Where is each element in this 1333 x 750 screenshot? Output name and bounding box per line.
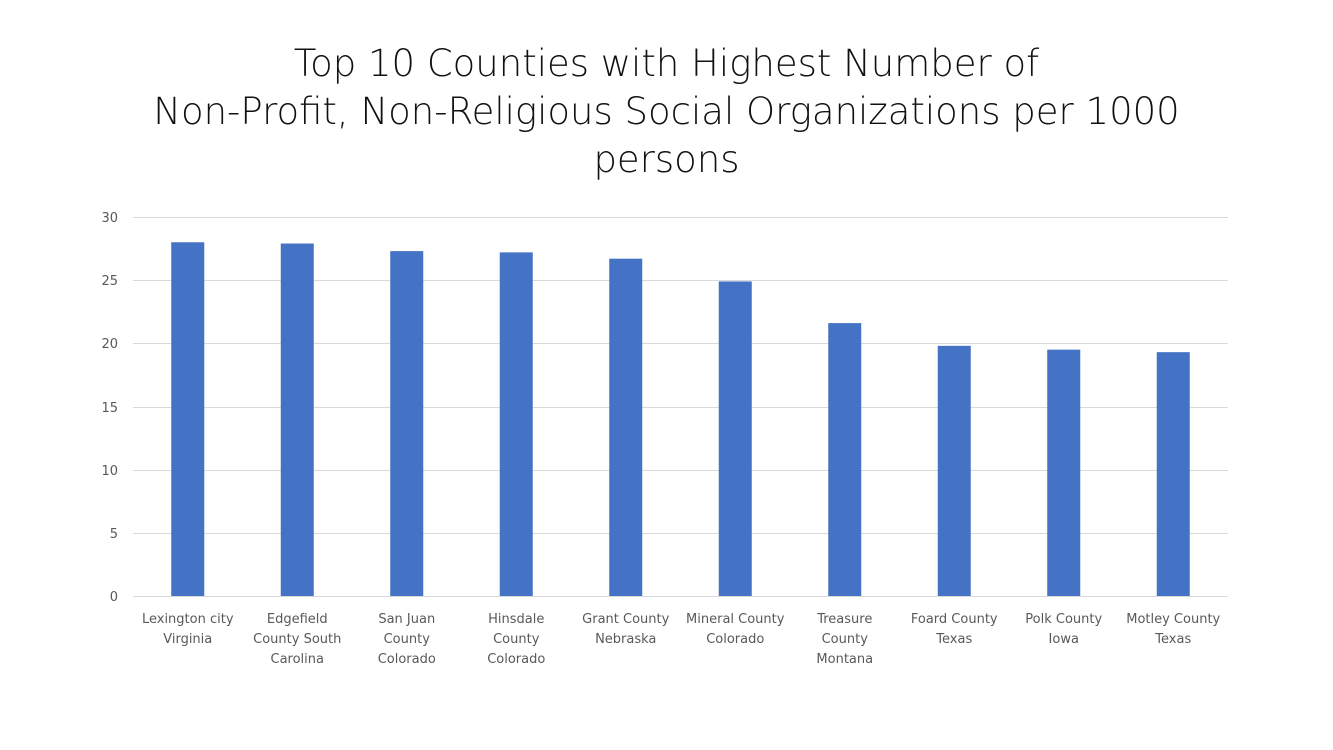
x-tick-label-line: County [493,632,540,647]
y-tick-label: 0 [110,590,118,605]
x-tick-label-line: Polk County [1025,612,1102,627]
y-tick-label: 20 [101,337,118,352]
bar [171,242,205,596]
x-tick-label-line: Colorado [706,632,764,647]
x-tick-label-line: Grant County [582,612,669,627]
x-tick-label-line: Nebraska [595,632,656,647]
bar [828,323,862,596]
x-tick-label-line: Mineral County [686,612,785,627]
x-tick-label-line: Iowa [1049,632,1079,647]
x-tick-label: Polk County Iowa [1025,612,1102,647]
x-tick-label-line: Hinsdale [488,612,544,627]
x-tick-label: Lexington city Virginia [142,612,234,647]
x-tick-label-line: County [384,632,431,647]
x-tick-label-line: Edgefield [267,612,328,627]
y-tick-label: 10 [101,464,118,479]
chart-title-line-1: Top 10 Counties with Highest Number of [293,42,1040,85]
x-tick-label-line: Treasure [816,612,872,627]
bar [937,345,971,596]
x-tick-label: San Juan County Colorado [378,612,436,667]
x-tick-label-line: Colorado [378,652,436,667]
chart-title: Top 10 Counties with Highest Number of N… [0,40,1333,184]
x-tick-label: Motley County Texas [1126,612,1220,647]
bar [1156,352,1190,596]
x-tick-label-line: County [822,632,869,647]
x-tick-label-line: Texas [1154,632,1191,647]
x-tick-label-line: Virginia [163,632,212,647]
x-axis-ticks: Lexington city Virginia Edgefield County So… [142,612,1221,667]
bars [171,242,1190,597]
x-tick-label: Grant County Nebraska [582,612,669,647]
x-tick-label-line: County South [253,632,341,647]
bar [1047,349,1081,596]
x-tick-label: Hinsdale County Colorado [487,612,545,667]
x-tick-label-line: Motley County [1126,612,1220,627]
x-tick-label: Edgefield County South Carolina [253,612,341,667]
bar [609,258,643,596]
x-tick-label: Mineral County Colorado [686,612,785,647]
x-tick-label-line: Carolina [271,652,325,667]
bar [499,252,533,596]
bar [280,243,314,596]
chart-title-line-3: persons [593,138,740,181]
gridlines [133,217,1228,597]
bar [390,251,424,597]
x-tick-label-line: San Juan [378,612,435,627]
y-tick-label: 30 [101,211,118,226]
y-tick-label: 15 [101,401,118,416]
x-tick-label: Foard County Texas [911,612,998,647]
x-tick-label-line: Colorado [487,652,545,667]
bar [718,281,752,596]
x-tick-label-line: Foard County [911,612,998,627]
x-tick-label-line: Texas [935,632,972,647]
y-tick-label: 5 [110,527,118,542]
x-tick-label: Treasure County Montana [816,612,873,667]
x-tick-label-line: Montana [816,652,873,667]
y-tick-label: 25 [101,274,118,289]
x-tick-label-line: Lexington city [142,612,234,627]
chart-title-line-2: Non-Profit, Non-Religious Social Organiz… [153,90,1180,133]
y-axis-ticks: 0 5 10 15 20 25 30 [101,211,118,605]
